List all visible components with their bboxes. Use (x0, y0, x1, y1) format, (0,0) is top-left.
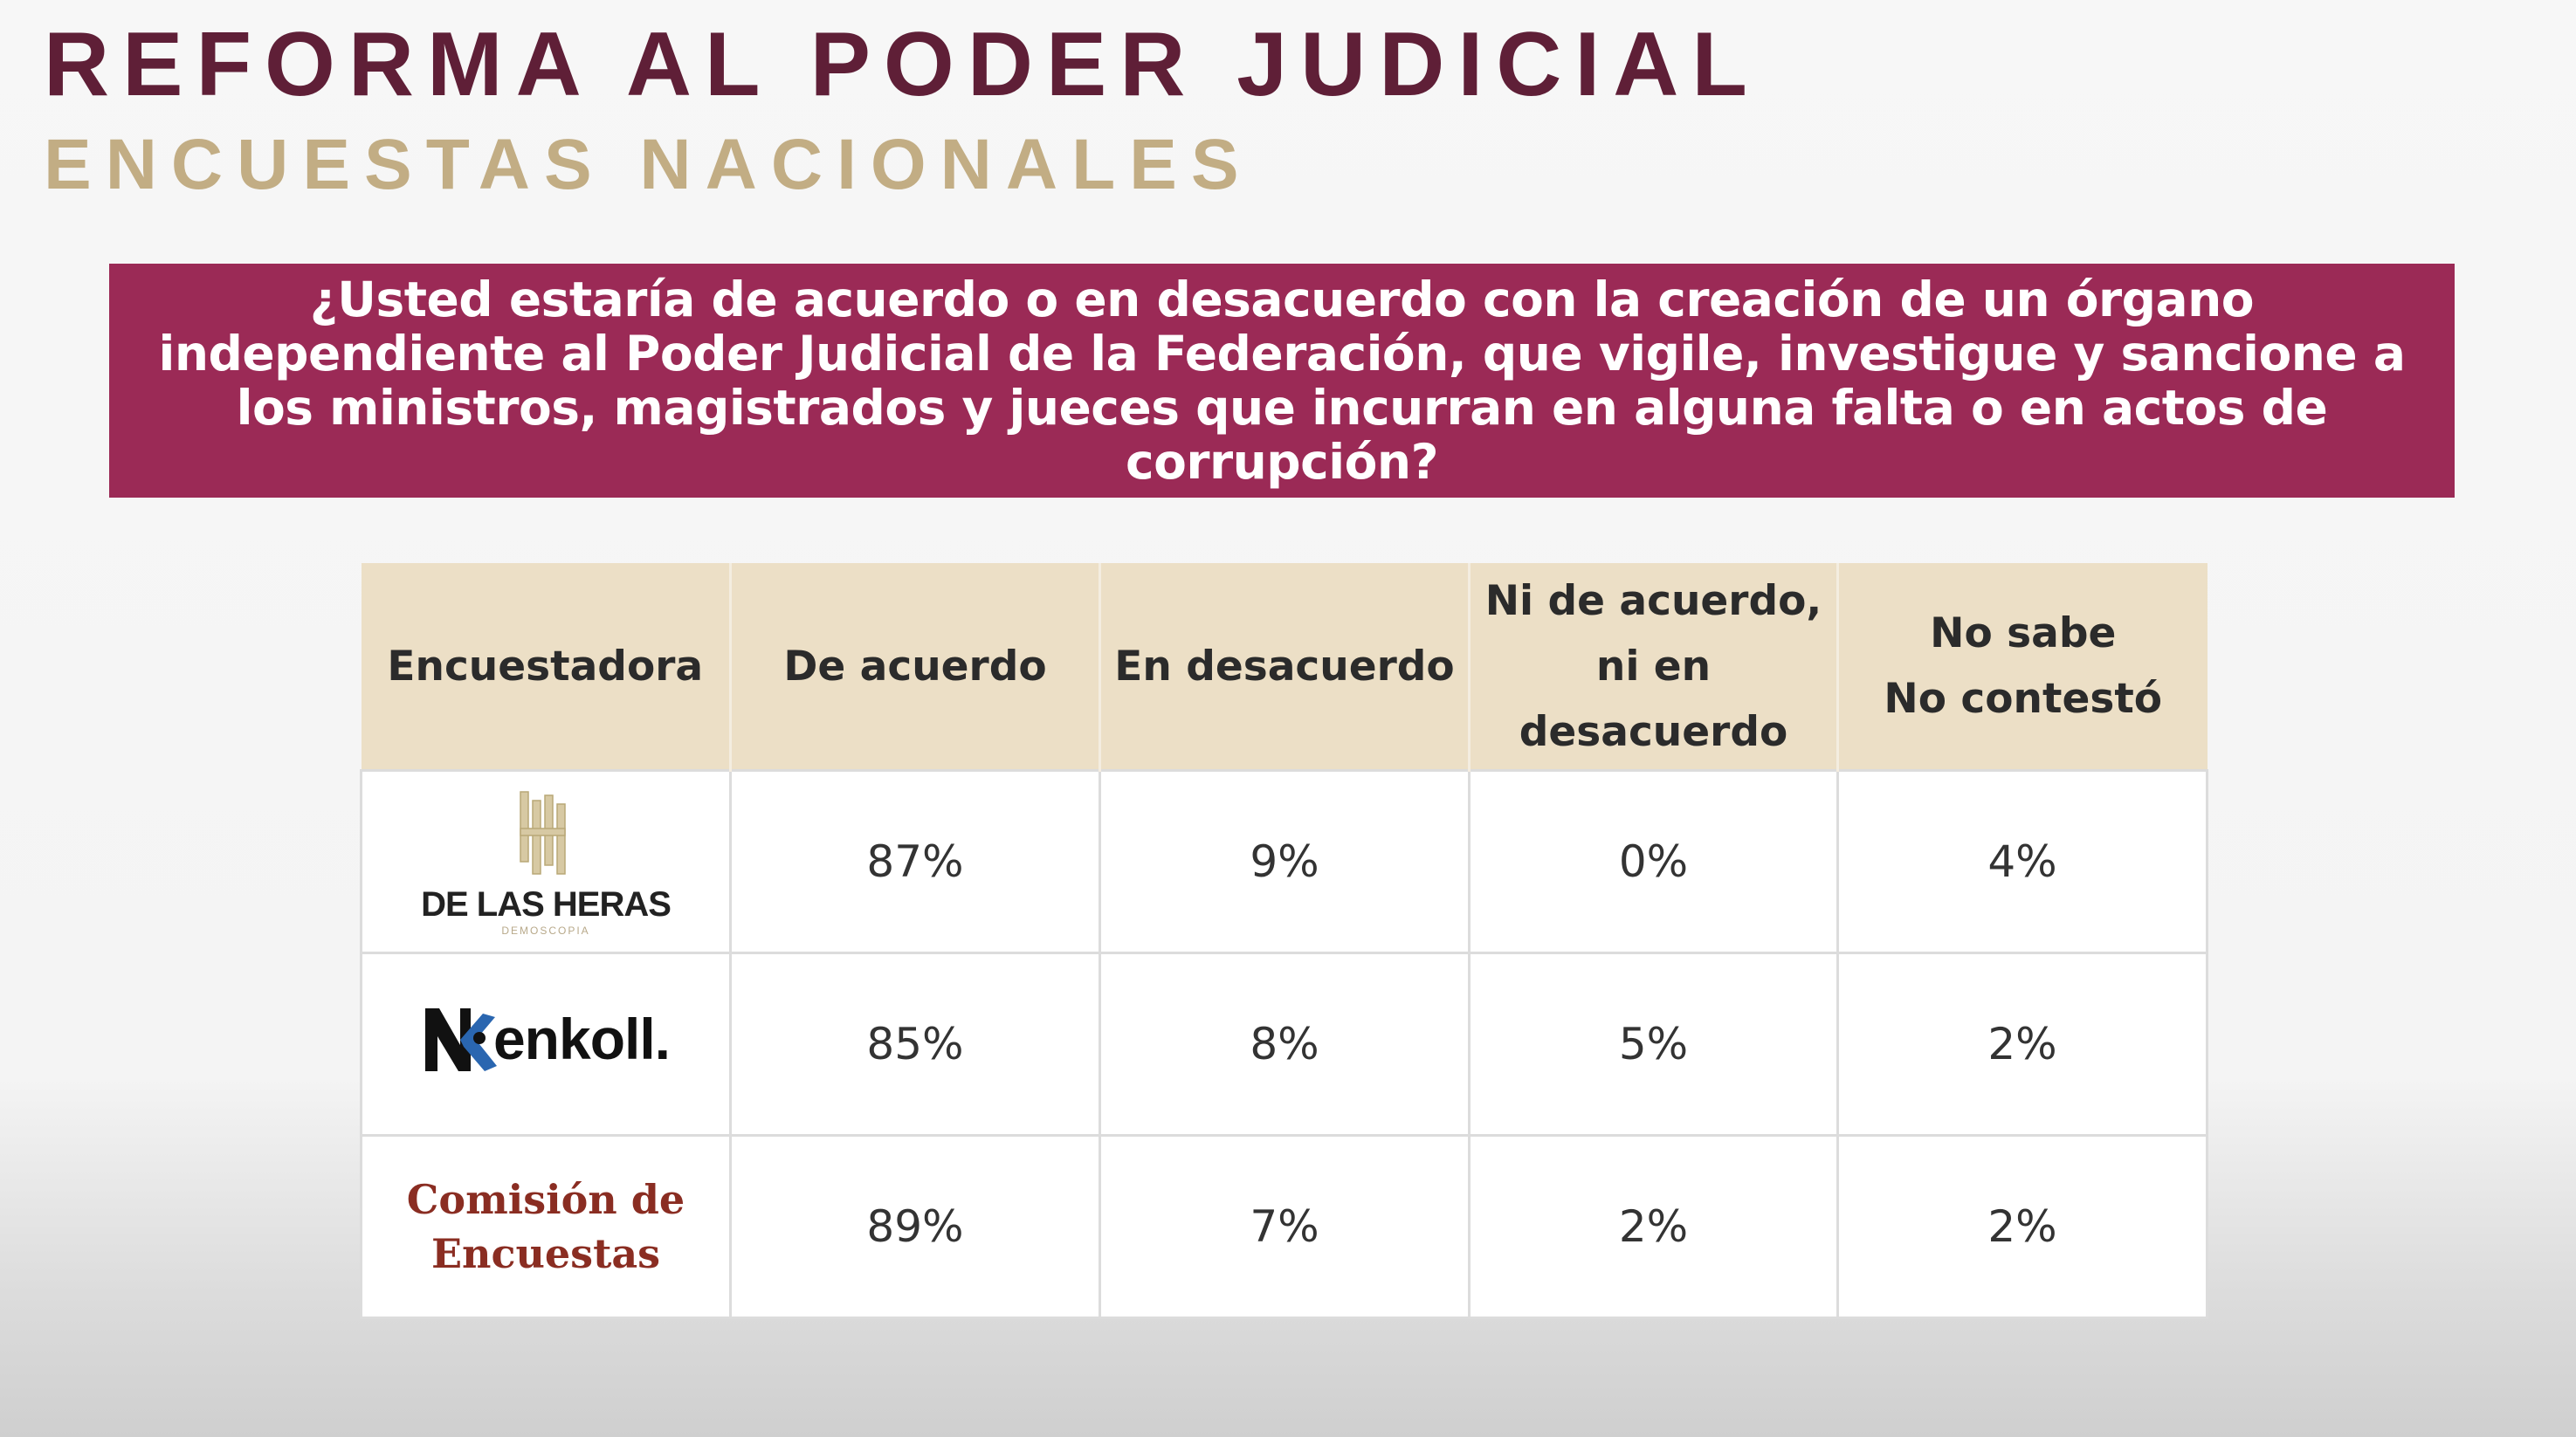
column-header-agree: De acuerdo (729, 563, 1100, 771)
page-title: REFORMA AL PODER JUDICIAL (44, 14, 1760, 115)
pollster-name: enkoll. (492, 1007, 671, 1071)
de-las-heras-logo: DE LAS HERAS DEMOSCOPIA (421, 787, 672, 938)
table-header-row: Encuestadora De acuerdo En desacuerdo Ni… (361, 563, 2208, 771)
no-answer-value: 2% (1836, 952, 2208, 1137)
pollster-cell: Comisión de Encuestas (360, 1134, 732, 1319)
pollster-cell: DE LAS HERAS DEMOSCOPIA (360, 769, 732, 954)
survey-question: ¿Usted estaría de acuerdo o en desacuerd… (158, 272, 2406, 490)
pollster-name: DE LAS HERAS (421, 884, 672, 924)
pollster-name: Comisión de Encuestas (406, 1176, 685, 1277)
column-header-neutral: Ni de acuerdo, ni en desacuerdo (1468, 563, 1838, 771)
page-subtitle: ENCUESTAS NACIONALES (44, 125, 1253, 204)
building-columns-logo-icon (520, 790, 566, 875)
table-row: enkoll. 85% 8% 5% 2% (360, 952, 2208, 1137)
column-header-pollster: Encuestadora (361, 563, 731, 771)
pollster-subname: DEMOSCOPIA (501, 924, 590, 937)
table-row: DE LAS HERAS DEMOSCOPIA 87% 9% 0% 4% (360, 769, 2208, 954)
enkoll-logo: enkoll. (422, 1005, 671, 1073)
disagree-value: 9% (1099, 769, 1471, 954)
agree-value: 85% (729, 952, 1101, 1137)
agree-value: 87% (729, 769, 1101, 954)
survey-results-table: Encuestadora De acuerdo En desacuerdo Ni… (360, 563, 2208, 1319)
no-answer-value: 4% (1836, 769, 2208, 954)
table-row: Comisión de Encuestas 89% 7% 2% 2% (360, 1134, 2208, 1319)
neutral-value: 5% (1468, 952, 1839, 1137)
agree-value: 89% (729, 1134, 1101, 1319)
column-header-disagree: En desacuerdo (1099, 563, 1470, 771)
no-answer-value: 2% (1836, 1134, 2208, 1319)
enkoll-k-logo-icon (424, 1008, 497, 1071)
disagree-value: 7% (1099, 1134, 1471, 1319)
disagree-value: 8% (1099, 952, 1471, 1137)
neutral-value: 2% (1468, 1134, 1839, 1319)
column-header-no-answer: No sabe No contestó (1836, 563, 2208, 771)
question-banner: ¿Usted estaría de acuerdo o en desacuerd… (109, 264, 2455, 498)
pollster-cell: enkoll. (360, 952, 732, 1137)
neutral-value: 0% (1468, 769, 1839, 954)
